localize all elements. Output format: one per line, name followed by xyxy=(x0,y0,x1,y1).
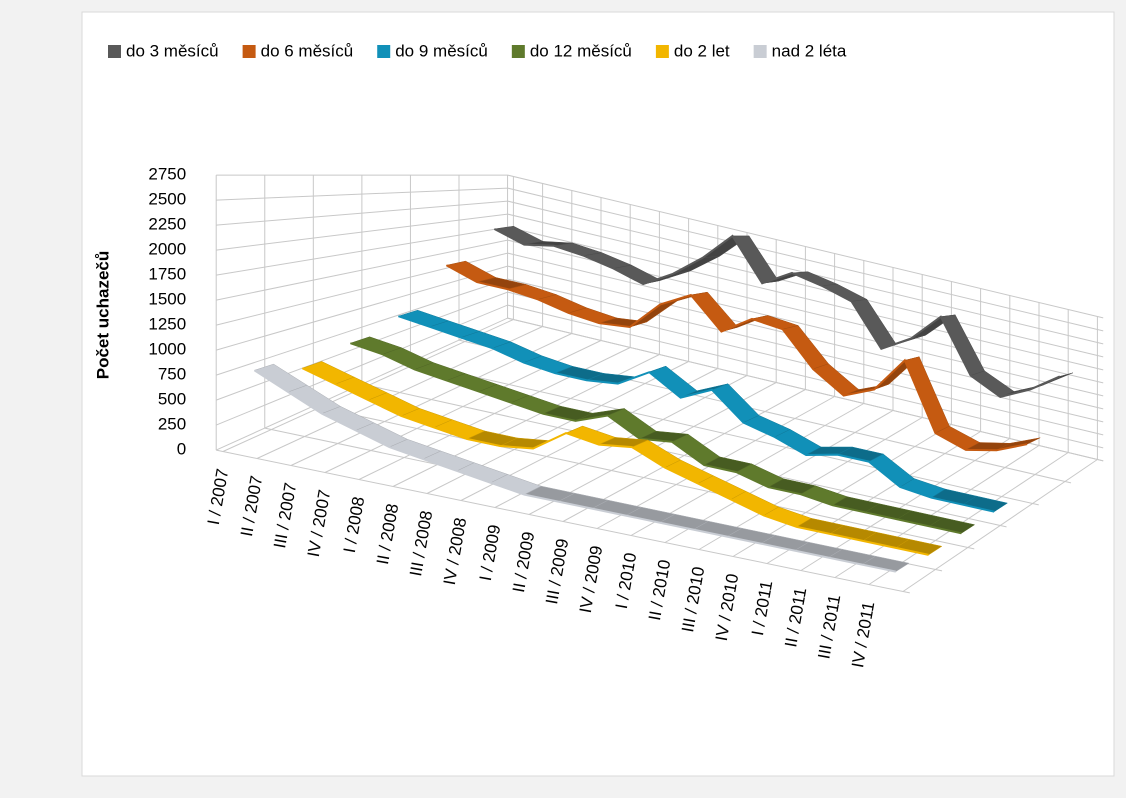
grid-line xyxy=(216,200,1104,345)
floor-grid-line xyxy=(313,405,975,550)
series-line xyxy=(398,315,995,513)
chart-area xyxy=(81,11,1115,777)
grid-line xyxy=(216,304,1104,449)
legend-swatch xyxy=(108,45,121,58)
y-tick-label: 2000 xyxy=(148,240,186,259)
series-line xyxy=(301,367,929,556)
grid-line xyxy=(216,239,1104,384)
y-tick-label: 750 xyxy=(158,365,186,384)
legend-swatch xyxy=(511,45,525,58)
y-tick-label: 250 xyxy=(158,415,186,434)
legend-swatch xyxy=(753,45,767,58)
grid-line xyxy=(216,174,1104,319)
legend-swatch xyxy=(242,45,256,58)
y-tick-label: 2250 xyxy=(148,215,186,234)
legend-label: do 6 měsíců xyxy=(261,41,354,60)
legend-label: do 3 měsíců xyxy=(126,41,219,60)
y-tick-label: 2750 xyxy=(148,165,186,184)
series-line xyxy=(445,264,1028,452)
y-tick-label: 2500 xyxy=(148,190,186,209)
grid-line xyxy=(216,187,1104,332)
y-axis-title: Počet uchazečů xyxy=(93,251,112,380)
y-tick-label: 500 xyxy=(158,390,186,409)
legend-swatch xyxy=(377,45,391,58)
series-line xyxy=(493,228,1061,398)
y-tick-label: 1000 xyxy=(148,340,186,359)
grid-line xyxy=(216,252,1104,397)
legend-label: do 9 měsíců xyxy=(395,41,488,60)
grid-line xyxy=(216,278,1104,423)
legend-label: do 2 let xyxy=(674,41,730,60)
legend-label: do 12 měsíců xyxy=(530,41,632,60)
y-tick-label: 0 xyxy=(177,440,186,459)
y-tick-label: 1750 xyxy=(148,265,186,284)
floor-grid-line xyxy=(216,449,910,594)
legend-swatch xyxy=(655,45,669,58)
grid-line xyxy=(216,213,1104,358)
y-tick-label: 1250 xyxy=(148,315,186,334)
floor-grid-line xyxy=(410,361,1039,506)
floor-grid-line xyxy=(361,383,1007,528)
y-tick-label: 1500 xyxy=(148,290,186,309)
series-line xyxy=(350,342,962,535)
legend-label: nad 2 léta xyxy=(772,41,847,60)
series-line xyxy=(253,369,897,573)
